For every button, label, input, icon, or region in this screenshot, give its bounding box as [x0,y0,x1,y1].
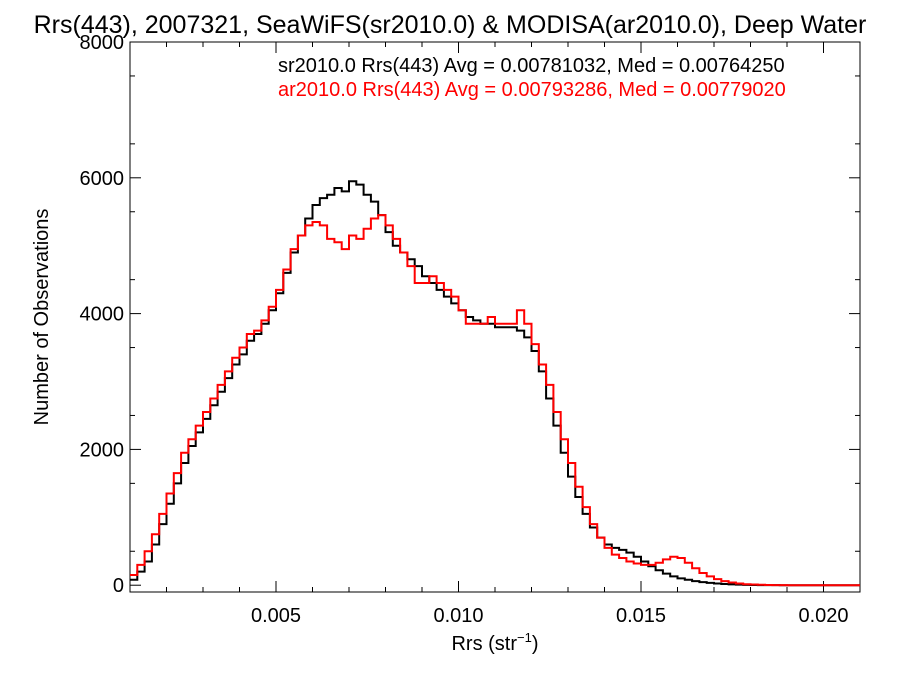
y-tick-label: 0 [113,575,124,597]
y-axis-label: Number of Observations [31,209,53,426]
series-line-1 [130,180,860,587]
y-tick-label: 6000 [80,168,125,190]
legend-entry-2: ar2010.0 Rrs(443) Avg = 0.00793286, Med … [278,79,786,101]
y-tick-label: 4000 [80,304,125,326]
y-tick-label: 2000 [80,439,125,461]
chart-title: Rrs(443), 2007321, SeaWiFS(sr2010.0) & M… [34,11,867,39]
legend-entry-1: sr2010.0 Rrs(443) Avg = 0.00781032, Med … [278,55,785,77]
x-axis-label-superscript: −1 [517,630,532,645]
x-tick-label: 0.015 [616,605,666,627]
x-axis-ticks: 0.005 0.010 0.015 0.020 [129,42,861,627]
x-tick-label: 0.010 [433,605,483,627]
y-axis-ticks: 0 2000 4000 6000 8000 [80,32,860,597]
x-axis-label: Rrs (str−1) [451,630,538,655]
x-tick-label: 0.020 [798,605,848,627]
x-tick-label: 0.005 [251,605,301,627]
y-tick-label: 8000 [80,32,125,54]
series-line-2 [130,214,860,587]
legend: sr2010.0 Rrs(443) Avg = 0.00781032, Med … [278,55,786,101]
series-layer [130,180,860,587]
